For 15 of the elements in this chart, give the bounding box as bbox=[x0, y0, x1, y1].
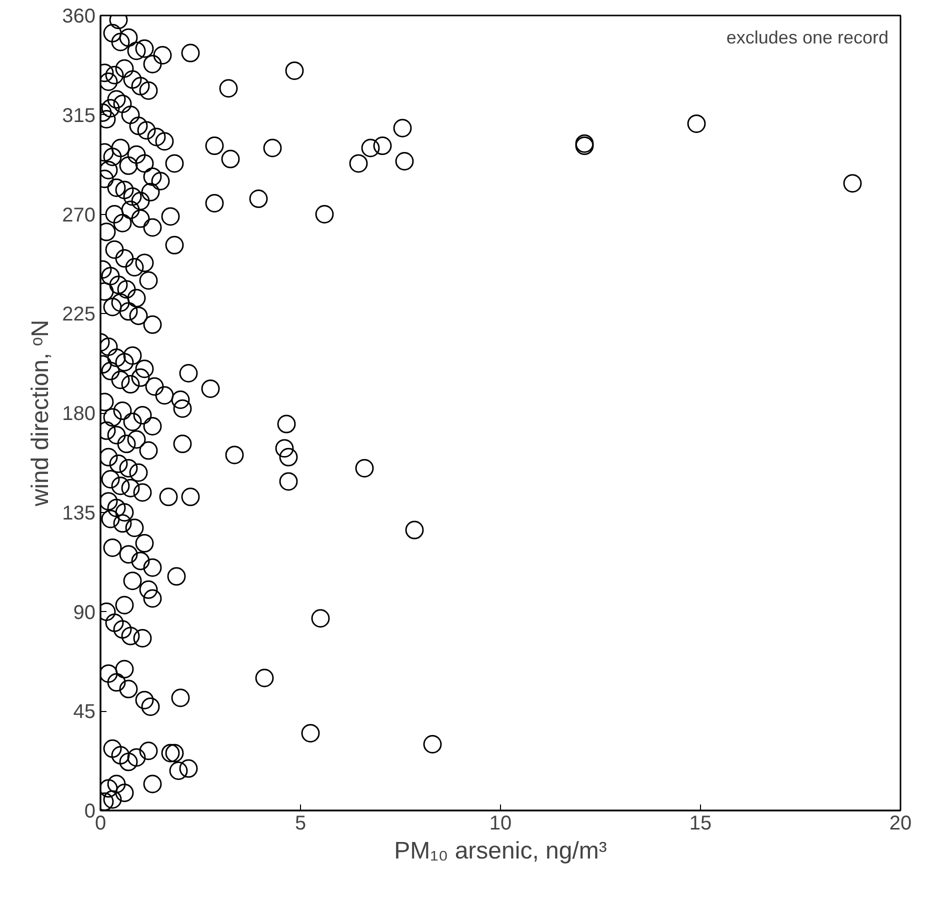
x-tick-label: 10 bbox=[489, 812, 512, 834]
annotation: excludes one record bbox=[726, 28, 889, 48]
y-tick-label: 135 bbox=[62, 502, 96, 524]
x-tick-label: 5 bbox=[294, 812, 306, 834]
y-tick-label: 270 bbox=[62, 204, 96, 226]
x-axis-title: PM₁₀ arsenic, ng/m³ bbox=[394, 838, 607, 864]
y-tick-label: 225 bbox=[62, 304, 96, 326]
y-axis-title: wind direction, ᵒN bbox=[27, 320, 54, 508]
y-tick-label: 90 bbox=[73, 602, 96, 624]
x-tick-label: 15 bbox=[689, 812, 712, 834]
y-tick-label: 45 bbox=[73, 701, 96, 724]
x-tick-label: 20 bbox=[889, 812, 912, 834]
y-tick-label: 360 bbox=[62, 6, 96, 28]
y-tick-label: 315 bbox=[62, 104, 96, 127]
y-tick-label: 180 bbox=[62, 403, 96, 425]
